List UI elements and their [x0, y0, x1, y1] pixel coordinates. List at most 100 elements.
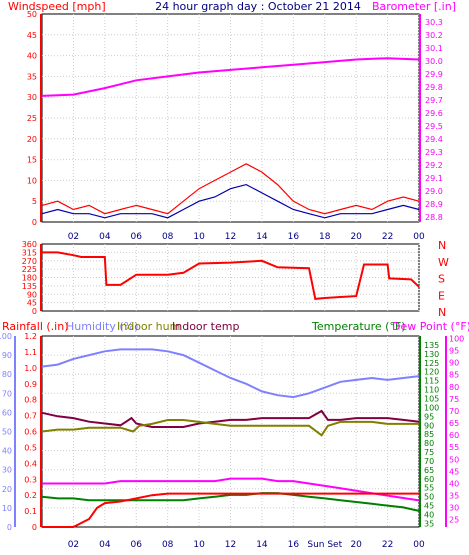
- compass-label: N: [438, 306, 446, 319]
- dew-point-y-tick-label: 60: [449, 431, 459, 440]
- dew-point-y-tick-label: 95: [449, 347, 459, 356]
- direction-y-tick-label: 135: [22, 282, 37, 291]
- direction-y-tick-label: 360: [22, 240, 37, 249]
- temperature-y-tick-label: 125: [424, 359, 439, 368]
- dew-point-y-tick-label: 65: [449, 419, 459, 428]
- compass-label: N: [438, 239, 446, 252]
- barometer-y-tick-label: 29.4: [425, 135, 443, 144]
- humidity-y-tick-label: 60: [2, 408, 12, 417]
- rainfall-y-tick-label: 0.2: [24, 491, 37, 500]
- dew-point-y-tick-label: 50: [449, 455, 459, 464]
- x-tick-label: 00: [413, 232, 425, 242]
- dew-point-y-tick-label: 45: [449, 467, 459, 476]
- rainfall-y-tick-label: 0.4: [24, 459, 37, 468]
- x-tick-label: 06: [131, 232, 143, 242]
- direction-y-tick-label: 180: [22, 274, 37, 283]
- windspeed-y-tick-label: 10: [27, 176, 37, 185]
- humidity-y-tick-label: 100: [0, 332, 12, 341]
- temperature-header-label: Temperature (°F): [311, 320, 406, 333]
- dew-point-y-tick-label: 80: [449, 383, 459, 392]
- series-line-wind-average: [41, 183, 420, 219]
- humidity-y-tick-label: 40: [2, 447, 12, 456]
- x-tick-label: 10: [193, 540, 205, 550]
- temperature-y-tick-label: 40: [424, 511, 434, 520]
- x-tick-label: Sun Set: [307, 540, 342, 550]
- barometer-y-tick-label: 30.3: [425, 18, 443, 27]
- temperature-y-tick-label: 90: [424, 421, 434, 430]
- windspeed-y-tick-label: 40: [27, 52, 37, 61]
- humidity-y-tick-label: 10: [2, 504, 12, 513]
- x-tick-label: 10: [193, 232, 205, 242]
- direction-y-tick-label: 270: [22, 257, 37, 266]
- indoor-hum-header-label: Indoor hum: [117, 320, 180, 333]
- direction-y-tick-label: 0: [32, 307, 37, 316]
- x-tick-label: 08: [162, 540, 174, 550]
- temperature-y-tick-label: 60: [424, 475, 434, 484]
- dew-point-y-tick-label: 100: [449, 334, 464, 343]
- temperature-y-tick-label: 55: [424, 484, 434, 493]
- temperature-y-tick-label: 105: [424, 394, 439, 403]
- temperature-y-tick-label: 130: [424, 350, 439, 359]
- rainfall-header-label: Rainfall (.in): [2, 320, 69, 333]
- temperature-y-tick-label: 100: [424, 403, 439, 412]
- dew-point-y-tick-label: 75: [449, 395, 459, 404]
- barometer-y-tick-label: 29.9: [425, 70, 443, 79]
- direction-y-tick-label: 225: [22, 265, 37, 274]
- humidity-y-tick-label: 0: [7, 523, 12, 532]
- series-line-windspeed: [41, 163, 420, 215]
- barometer-y-tick-label: 29.3: [425, 148, 443, 157]
- rainfall-y-tick-label: 0.7: [24, 412, 37, 421]
- series-line-wind-direction: [42, 251, 420, 300]
- temperature-y-tick-label: 45: [424, 502, 434, 511]
- x-tick-label: 04: [99, 540, 111, 550]
- temperature-y-tick-label: 95: [424, 412, 434, 421]
- dew-point-y-tick-label: 55: [449, 443, 459, 452]
- rainfall-y-tick-label: 1.2: [24, 332, 37, 341]
- direction-y-tick-label: 315: [22, 248, 37, 257]
- barometer-y-tick-label: 30.2: [425, 31, 443, 40]
- humidity-header-label: Humidity (%): [66, 320, 138, 333]
- humidity-y-tick-label: 70: [2, 389, 12, 398]
- panel1-right-axis-label: Barometer [.in]: [372, 0, 456, 13]
- temperature-y-tick-label: 75: [424, 448, 434, 457]
- dew-point-y-tick-label: 70: [449, 407, 459, 416]
- barometer-y-tick-label: 29.8: [425, 83, 443, 92]
- barometer-y-tick-label: 30.0: [425, 57, 443, 66]
- x-tick-label: 04: [99, 232, 111, 242]
- panel1-title: 24 hour graph day : October 21 2014: [155, 0, 361, 13]
- x-tick-label: 14: [256, 232, 268, 242]
- series-line-rainfall: [42, 492, 419, 528]
- x-tick-label: 16: [288, 232, 300, 242]
- humidity-y-tick-label: 50: [2, 428, 12, 437]
- indoor-temp-header-label: Indoor temp: [172, 320, 239, 333]
- compass-label: E: [438, 289, 445, 302]
- series-line-dew-point: [42, 477, 420, 502]
- temperature-y-tick-label: 115: [424, 377, 439, 386]
- dew-point-y-tick-label: 30: [449, 504, 459, 513]
- barometer-y-tick-label: 29.6: [425, 109, 443, 118]
- x-tick-label: 22: [382, 232, 393, 242]
- x-tick-label: 12: [225, 540, 236, 550]
- x-tick-label: 08: [162, 232, 174, 242]
- x-tick-label: 20: [350, 232, 362, 242]
- temperature-y-tick-label: 50: [424, 493, 434, 502]
- series-line-indoor-hum: [41, 419, 419, 437]
- rainfall-y-tick-label: 1.1: [24, 348, 37, 357]
- x-tick-label: 02: [68, 232, 79, 242]
- dew-point-header-label: Dew Point (°F): [392, 320, 469, 333]
- dew-point-y-tick-label: 35: [449, 492, 459, 501]
- chart-marks-group: 02 04 06 08 10 12 14 16 18 20 22 000510152025303540…: [0, 10, 464, 550]
- compass-label: S: [438, 273, 445, 286]
- temperature-y-tick-label: 70: [424, 457, 434, 466]
- dew-point-y-tick-label: 90: [449, 359, 459, 368]
- direction-y-tick-label: 90: [27, 290, 37, 299]
- x-tick-label: 22: [382, 540, 393, 550]
- x-tick-label: 20: [350, 540, 362, 550]
- x-tick-label: 16: [288, 540, 300, 550]
- barometer-y-tick-label: 28.8: [425, 213, 443, 222]
- temperature-y-tick-label: 35: [424, 519, 434, 528]
- x-tick-label: 06: [131, 540, 143, 550]
- windspeed-y-tick-label: 20: [27, 135, 37, 144]
- dew-point-y-tick-label: 25: [449, 516, 459, 525]
